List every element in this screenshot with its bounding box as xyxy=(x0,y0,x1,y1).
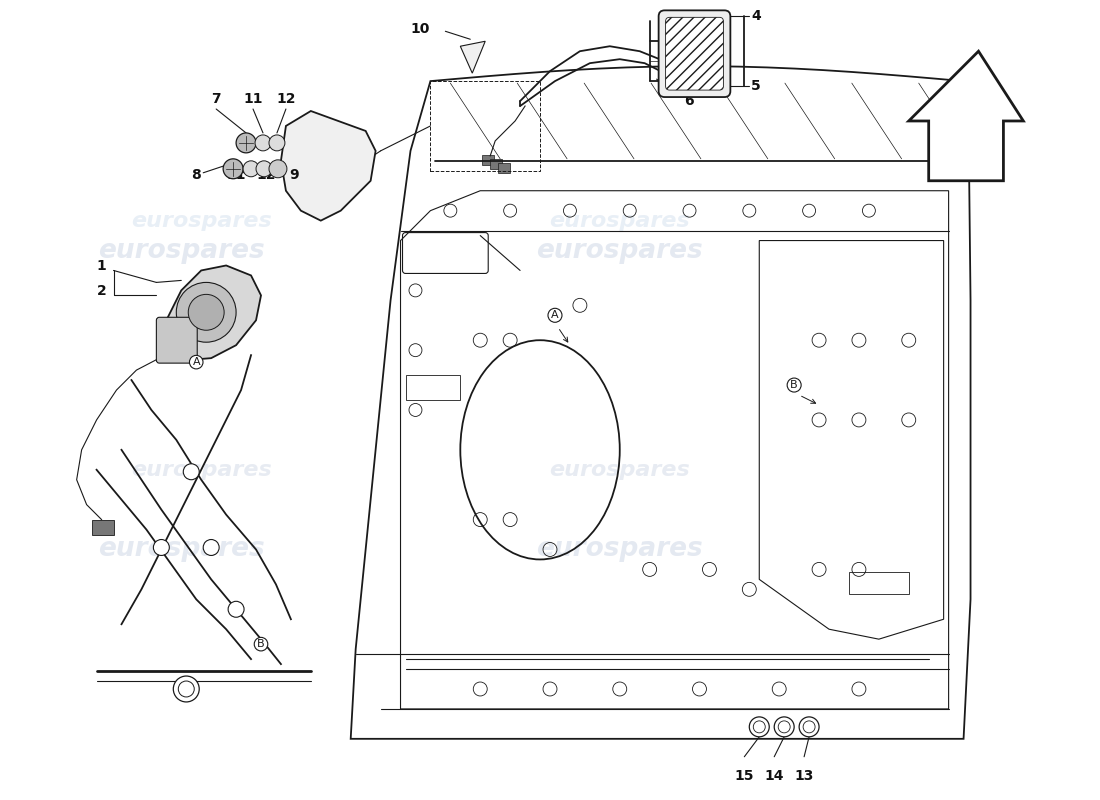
Text: eurospares: eurospares xyxy=(98,537,265,562)
Text: eurospares: eurospares xyxy=(131,460,272,480)
Polygon shape xyxy=(909,51,1023,181)
Text: 1: 1 xyxy=(97,259,107,274)
Circle shape xyxy=(184,464,199,480)
Text: 3: 3 xyxy=(704,44,714,58)
Text: eurospares: eurospares xyxy=(98,238,265,263)
Text: 4: 4 xyxy=(751,10,761,23)
FancyBboxPatch shape xyxy=(659,10,730,97)
Polygon shape xyxy=(280,111,375,221)
Text: A: A xyxy=(192,357,200,367)
Text: eurospares: eurospares xyxy=(549,460,690,480)
Circle shape xyxy=(228,602,244,618)
Text: 12: 12 xyxy=(256,168,276,182)
Circle shape xyxy=(270,160,287,178)
Bar xyxy=(91,519,113,534)
Bar xyxy=(498,163,510,173)
Circle shape xyxy=(176,282,236,342)
Text: 15: 15 xyxy=(735,769,755,782)
Bar xyxy=(849,572,909,594)
Circle shape xyxy=(799,717,820,737)
Text: eurospares: eurospares xyxy=(537,238,703,263)
FancyBboxPatch shape xyxy=(156,318,197,363)
Text: 8: 8 xyxy=(191,168,201,182)
Text: eurospares: eurospares xyxy=(537,537,703,562)
Circle shape xyxy=(174,676,199,702)
Text: eurospares: eurospares xyxy=(549,210,690,230)
Text: 12: 12 xyxy=(276,92,296,106)
Polygon shape xyxy=(162,266,261,360)
Text: B: B xyxy=(790,380,798,390)
Text: 14: 14 xyxy=(764,769,784,782)
Text: 6: 6 xyxy=(684,94,694,108)
Circle shape xyxy=(223,159,243,178)
Text: 7: 7 xyxy=(211,92,221,106)
Text: B: B xyxy=(257,639,265,649)
Text: A: A xyxy=(551,310,559,320)
Circle shape xyxy=(255,135,271,151)
Text: 5: 5 xyxy=(751,79,761,93)
Text: 11: 11 xyxy=(227,168,245,182)
Bar xyxy=(430,81,540,170)
Circle shape xyxy=(204,539,219,555)
Circle shape xyxy=(153,539,169,555)
Circle shape xyxy=(243,161,258,177)
Bar xyxy=(482,155,494,165)
Circle shape xyxy=(270,135,285,151)
Circle shape xyxy=(188,294,224,330)
Bar xyxy=(406,375,460,400)
Text: 10: 10 xyxy=(410,22,430,36)
FancyBboxPatch shape xyxy=(666,18,724,90)
Circle shape xyxy=(236,133,256,153)
Text: 9: 9 xyxy=(289,168,299,182)
Bar xyxy=(491,159,503,169)
Circle shape xyxy=(774,717,794,737)
Text: eurospares: eurospares xyxy=(131,210,272,230)
Text: 11: 11 xyxy=(243,92,263,106)
Text: 13: 13 xyxy=(794,769,814,782)
Circle shape xyxy=(256,161,272,177)
Polygon shape xyxy=(460,42,485,73)
Circle shape xyxy=(749,717,769,737)
Text: 2: 2 xyxy=(97,284,107,298)
